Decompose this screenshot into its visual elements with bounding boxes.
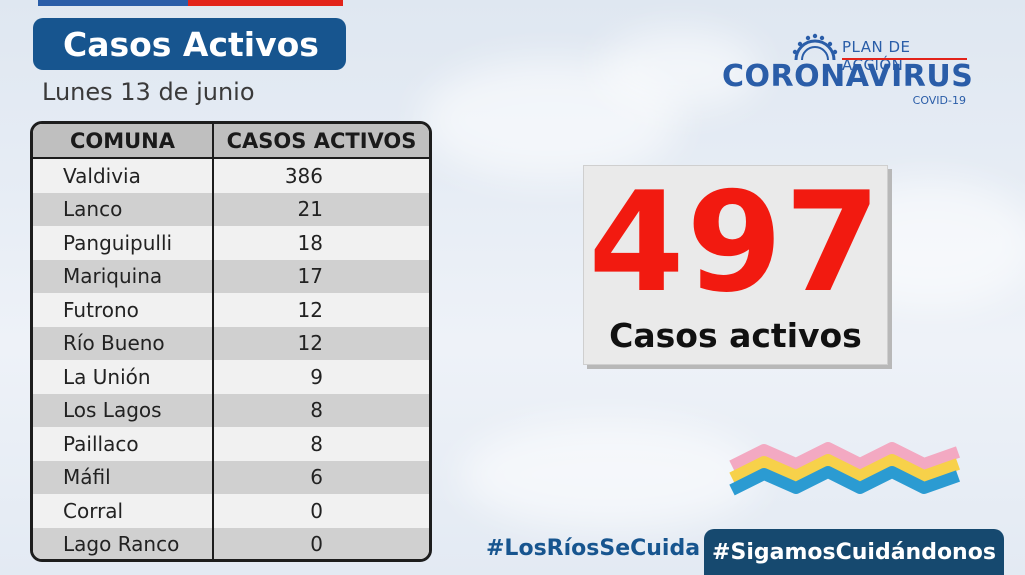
page-title: Casos Activos — [63, 24, 319, 64]
flag-blue-band — [38, 0, 188, 6]
comuna-cell: La Unión — [33, 360, 214, 394]
comuna-cell: Corral — [33, 494, 214, 528]
column-header-comuna: COMUNA — [33, 124, 214, 157]
hashtag-los-rios: #LosRíosSeCuida — [486, 536, 701, 561]
table-row: Paillaco 8 — [33, 427, 429, 461]
table-row: Río Bueno 12 — [33, 326, 429, 360]
table-row: Los Lagos 8 — [33, 393, 429, 427]
logo-coronavirus-text: CORONAVIRUS — [722, 59, 974, 94]
table-body: Valdivia 386 Lanco 21 Panguipulli 18 Mariqu… — [33, 159, 429, 559]
table-row: Lago Ranco 0 — [33, 527, 429, 559]
comuna-cell: Valdivia — [33, 159, 214, 193]
comuna-cell: Mariquina — [33, 259, 214, 293]
table-row: Panguipulli 18 — [33, 226, 429, 260]
column-header-casos: CASOS ACTIVOS — [226, 128, 417, 153]
table-row: La Unión 9 — [33, 360, 429, 394]
logo-plan-text: PLAN DE ACCIÓN — [842, 38, 911, 74]
casos-cell: 18 — [297, 230, 323, 255]
casos-cell: 0 — [310, 532, 323, 557]
comuna-cell: Futrono — [33, 293, 214, 327]
coronavirus-plan-logo: PLAN DE ACCIÓN CORONAVIRUS COVID-19 — [722, 32, 974, 112]
logo-covid-text: COVID-19 — [912, 94, 966, 107]
hashtag-sigamos: #SigamosCuidándonos — [712, 539, 996, 565]
casos-cell: 17 — [297, 264, 323, 289]
comuna-cell: Máfil — [33, 460, 214, 494]
total-active-number: 497 — [588, 162, 883, 323]
casos-cell: 0 — [310, 498, 323, 523]
virus-icon — [792, 33, 838, 61]
table-row: Lanco 21 — [33, 192, 429, 226]
total-active-label: Casos activos — [609, 316, 862, 355]
cases-table: COMUNA CASOS ACTIVOS Valdivia 386 Lanco 21… — [30, 121, 432, 562]
flag-red-band — [188, 0, 343, 6]
table-row: Mariquina 17 — [33, 259, 429, 293]
table-row: Futrono 12 — [33, 293, 429, 327]
table-row: Máfil 6 — [33, 460, 429, 494]
casos-cell: 6 — [310, 465, 323, 490]
casos-cell: 8 — [310, 398, 323, 423]
table-header: COMUNA CASOS ACTIVOS — [33, 124, 429, 159]
total-active-card: 497 Casos activos — [583, 165, 888, 365]
casos-cell: 386 — [284, 163, 323, 188]
casos-cell: 12 — [297, 331, 323, 356]
casos-cell: 8 — [310, 431, 323, 456]
top-flag-stripe — [38, 0, 343, 6]
comuna-cell: Río Bueno — [33, 326, 214, 360]
logo-underline — [842, 58, 967, 60]
region-waves-graphic — [729, 442, 960, 496]
comuna-cell: Lanco — [33, 192, 214, 226]
comuna-cell: Paillaco — [33, 427, 214, 461]
casos-cell: 21 — [297, 197, 323, 222]
hashtag-banner: #SigamosCuidándonos — [704, 529, 1004, 575]
table-row: Corral 0 — [33, 494, 429, 528]
report-date: Lunes 13 de junio — [42, 78, 255, 106]
table-row: Valdivia 386 — [33, 159, 429, 193]
comuna-cell: Los Lagos — [33, 393, 214, 427]
title-banner: Casos Activos — [33, 18, 346, 70]
casos-cell: 12 — [297, 297, 323, 322]
comuna-cell: Lago Ranco — [33, 527, 214, 559]
casos-cell: 9 — [310, 364, 323, 389]
comuna-cell: Panguipulli — [33, 226, 214, 260]
